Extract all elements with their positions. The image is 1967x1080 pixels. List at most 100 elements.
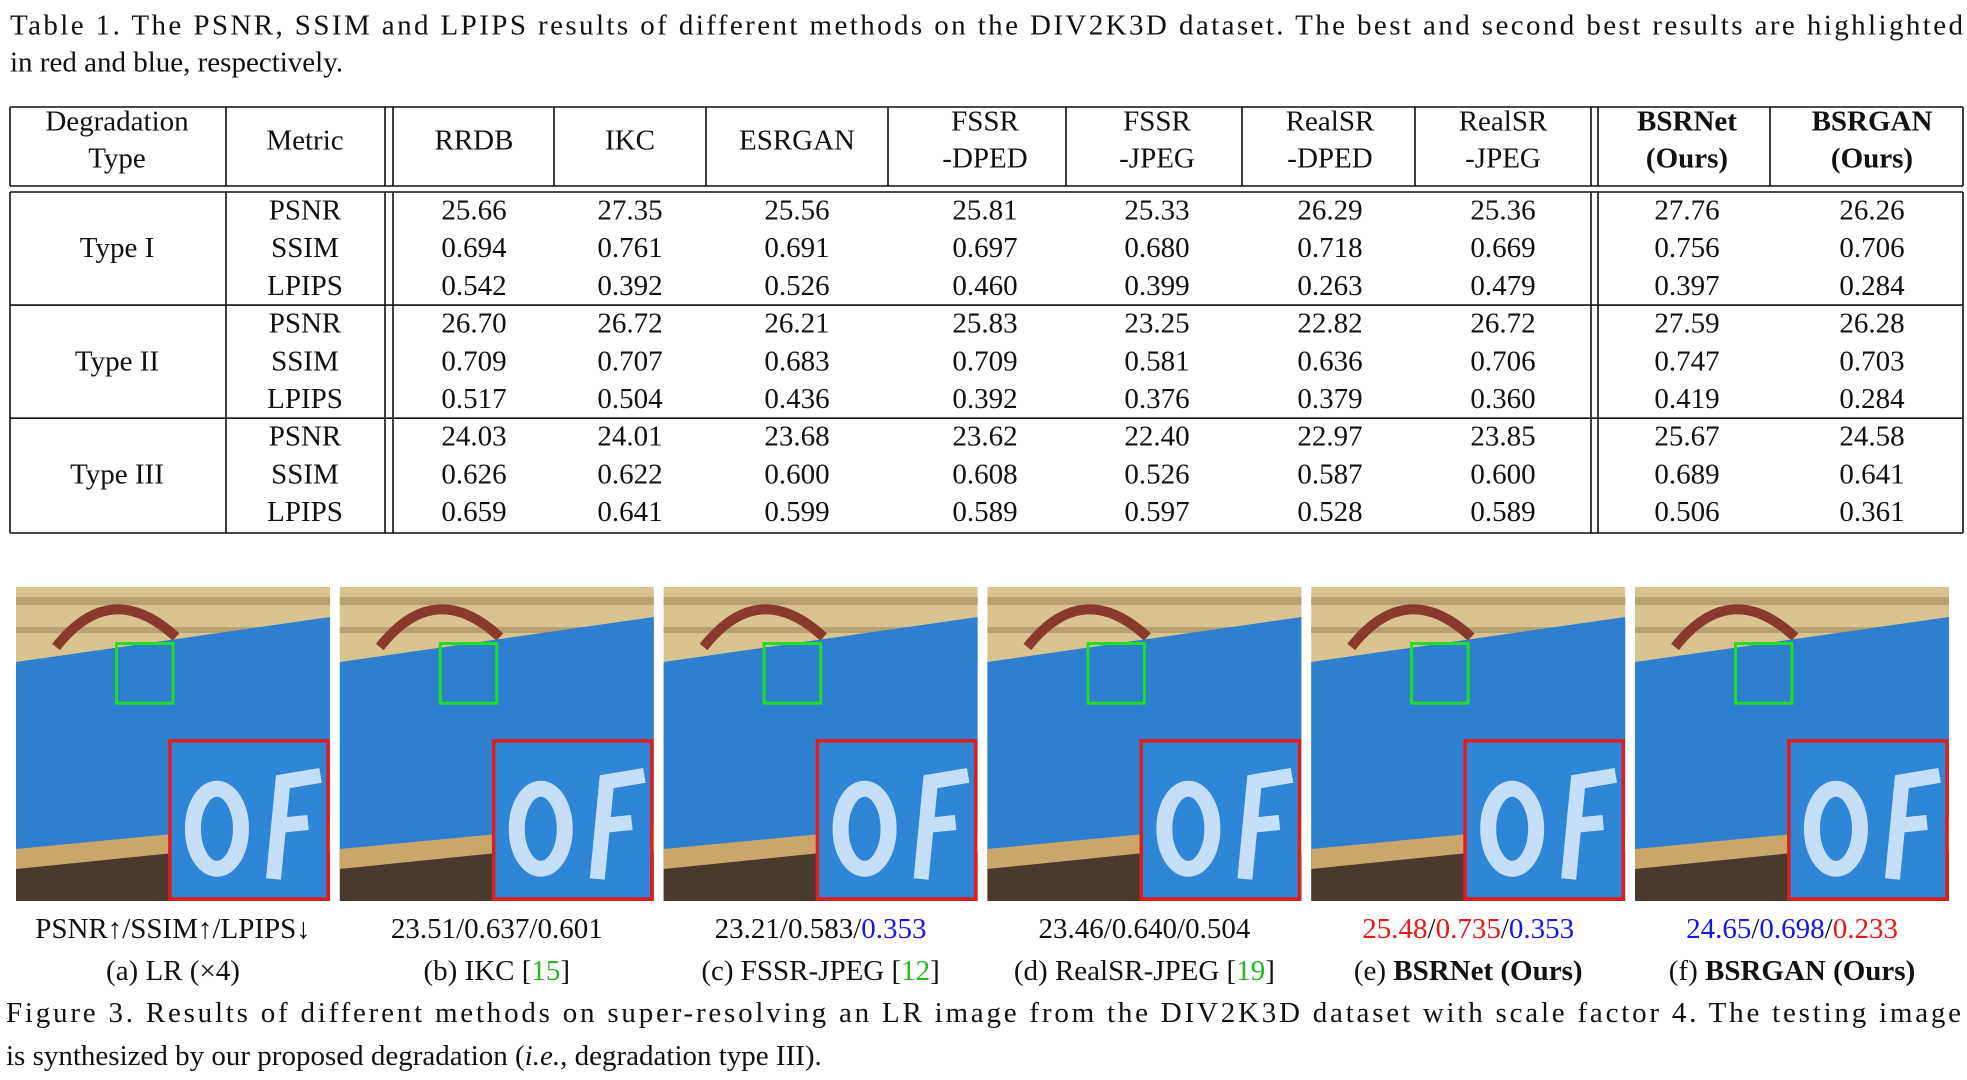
table-cell: 0.703 [1839,345,1904,377]
zoom-letter-shape [832,780,897,877]
table-cell: 0.526 [764,270,829,302]
panel-caption: (e) BSRNet (Ours) [1354,955,1583,987]
table-cell: 26.72 [1470,308,1535,340]
column-header: (Ours) [1646,143,1728,175]
zoom-letter-shape [1803,780,1868,877]
table-cell: 0.706 [1470,345,1535,377]
table-cell: 0.542 [441,270,506,302]
table-cell: 0.419 [1654,383,1719,415]
table-cell: 22.40 [1124,421,1189,453]
result-image [663,587,978,901]
text-part: , degradation type III). [560,1040,822,1072]
table-cell: 22.97 [1297,421,1362,453]
table-cell: 0.680 [1124,232,1189,264]
table-cell: 25.66 [441,195,506,227]
zoom-region-box [1086,642,1146,705]
table-cell: 0.669 [1470,232,1535,264]
arch [52,604,180,651]
metric-label: LPIPS [267,383,343,415]
arch [1671,604,1799,651]
arch [1023,604,1151,651]
table-cell: 0.641 [1839,458,1904,490]
text-part: 19 [1236,955,1265,987]
table-cell: 0.397 [1654,270,1719,302]
table-caption: in red and blue, respectively. [10,47,343,79]
result-image [16,587,330,901]
table-cell: 26.21 [764,308,829,340]
zoom-letter-shape [508,780,573,877]
table-cell: 25.67 [1654,421,1719,453]
table-cell: 0.589 [952,496,1017,528]
column-header: BSRGAN [1812,106,1933,138]
column-header: -JPEG [1465,143,1541,175]
text-part: 23.51/0.637/0.601 [391,913,603,945]
table-cell: 23.68 [764,421,829,453]
text-part: (d) RealSR-JPEG [ [1014,955,1236,987]
panel-caption: (a) LR (×4) [106,955,240,987]
table-cell: 24.58 [1839,421,1904,453]
figure-caption: is synthesized by our proposed degradati… [6,1040,822,1072]
arch [375,604,504,651]
table-cell: 0.479 [1470,270,1535,302]
arch [1347,604,1475,651]
result-image [987,587,1302,901]
table-cell: 25.33 [1124,195,1189,227]
zoom-region-box [1410,642,1470,705]
text-part: / [1501,913,1510,945]
result-image [1635,587,1949,901]
table-cell: 26.26 [1839,195,1904,227]
result-image [339,587,654,901]
table-cell: 0.626 [441,458,506,490]
table-cell: 0.376 [1124,383,1189,415]
table-cell: 0.399 [1124,270,1189,302]
zoom-letter-shape [1237,768,1294,880]
table-cell: 0.528 [1297,496,1362,528]
table-cell: 0.284 [1839,270,1905,302]
column-header: BSRNet [1637,106,1737,138]
table-cell: 23.25 [1124,308,1189,340]
table-cell: 26.72 [597,308,662,340]
table-cell: 0.707 [597,345,662,377]
table-cell: 27.76 [1654,195,1719,227]
metric-label: SSIM [271,232,339,264]
table-cell: 27.35 [597,195,662,227]
zoom-letter-shape [1561,768,1618,880]
panel-caption: (c) FSSR-JPEG [12] [701,955,939,987]
column-header: Degradation [45,106,189,138]
building-stripe [1311,597,1626,605]
text-part: / [1751,913,1760,945]
table-cell: 26.29 [1297,195,1362,227]
text-part: i.e. [525,1040,560,1072]
table-cell: 27.59 [1654,308,1719,340]
text-part: / [1428,913,1437,945]
row-group-label: Type I [80,232,154,264]
zoom-letter-shape [1885,768,1941,880]
table-cell: 0.689 [1654,458,1719,490]
table-cell: 0.709 [441,345,506,377]
table-cell: 25.36 [1470,195,1535,227]
table-cell: 25.81 [952,195,1017,227]
text-part: 0.233 [1833,913,1898,945]
table-cell: 0.392 [597,270,662,302]
text-part: BSRGAN (Ours) [1705,955,1915,987]
table-cell: 0.361 [1839,496,1904,528]
text-part: ] [560,955,570,987]
table-cell: 0.379 [1297,383,1362,415]
table-cell: 0.641 [597,496,662,528]
table-cell: 0.587 [1297,458,1362,490]
column-header: -DPED [1287,143,1372,175]
table-cell: 22.82 [1297,308,1362,340]
table-cell: 0.756 [1654,232,1719,264]
column-header: IKC [605,125,655,157]
table-caption: Table 1. The PSNR, SSIM and LPIPS result… [10,10,1963,42]
metric-label: PSNR [269,195,342,227]
column-header: (Ours) [1831,143,1913,175]
zoom-letter-shape [184,780,249,877]
text-part: 12 [901,955,930,987]
table-cell: 0.597 [1124,496,1189,528]
zoom-letter-shape [913,768,970,880]
table-cell: 0.600 [1470,458,1535,490]
zoom-region-box [438,642,499,705]
table-cell: 0.392 [952,383,1017,415]
table-cell: 0.659 [441,496,506,528]
